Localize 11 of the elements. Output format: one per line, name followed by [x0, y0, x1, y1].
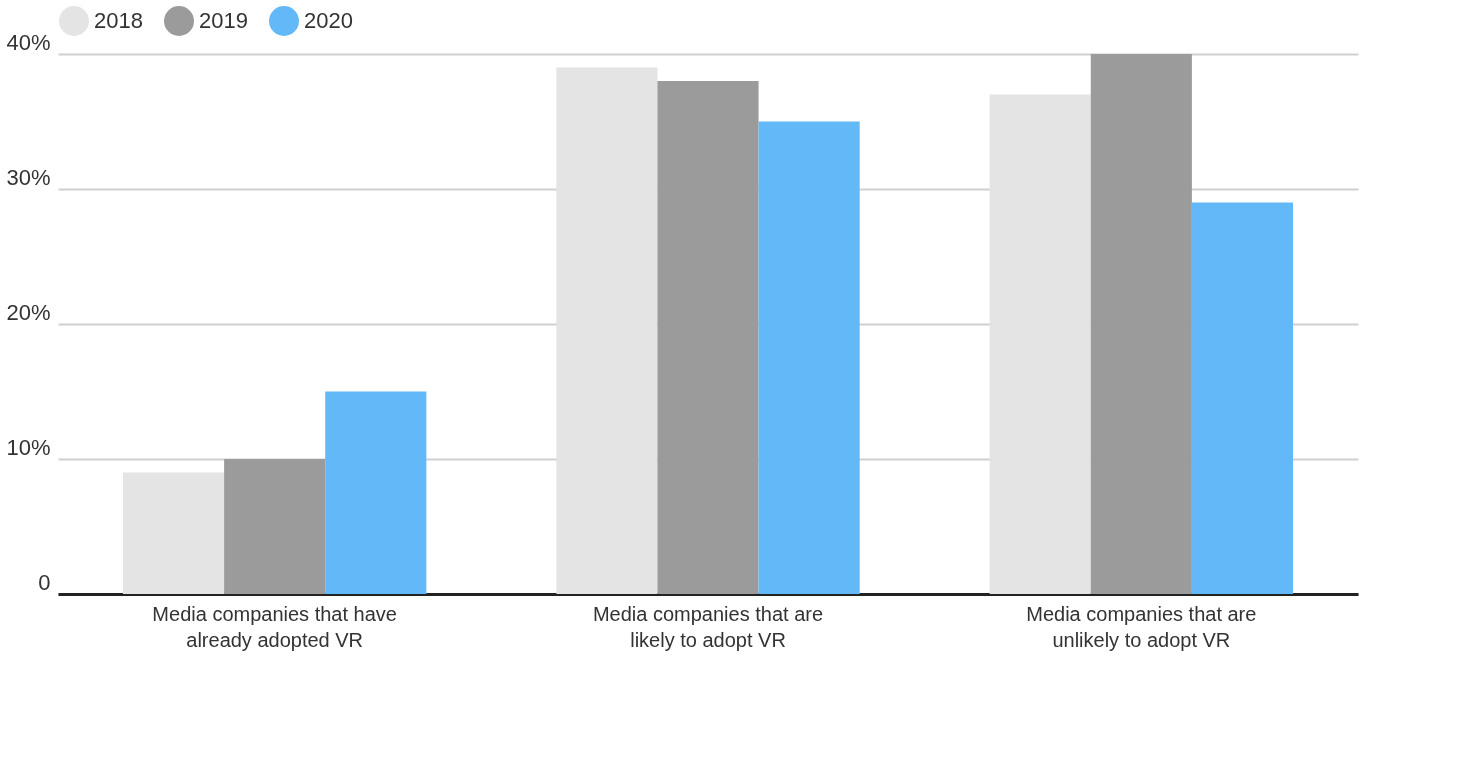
y-tick-label: 0 [38, 569, 51, 595]
y-tick-label: 20% [6, 299, 51, 325]
x-tick-label: Media companies that have already adopted VR [152, 602, 397, 651]
y-tick-label: 10% [6, 434, 51, 460]
y-tick-label: 40% [6, 29, 51, 55]
legend-label: 2019 [199, 8, 248, 33]
legend-label: 2018 [94, 8, 143, 33]
legend-label: 2020 [304, 8, 353, 33]
x-tick-label: Media companies that are likely to adopt VR [592, 602, 824, 651]
x-tick-label: Media companies that are unlikely to adopt VR [1026, 602, 1257, 651]
y-tick-label: 30% [6, 164, 51, 190]
